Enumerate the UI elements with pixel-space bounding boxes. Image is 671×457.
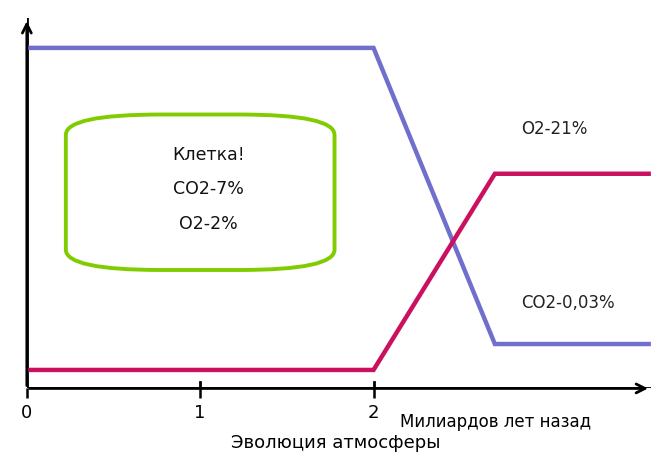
Text: Клетка!: Клетка! <box>172 146 245 164</box>
Text: Милиардов лет назад: Милиардов лет назад <box>399 413 590 431</box>
Text: CO2-0,03%: CO2-0,03% <box>521 294 615 312</box>
Text: CO2-7%: CO2-7% <box>173 180 244 197</box>
Text: O2-2%: O2-2% <box>179 215 238 233</box>
Text: O2-21%: O2-21% <box>521 120 587 138</box>
Text: Эволюция атмосферы: Эволюция атмосферы <box>231 435 440 452</box>
